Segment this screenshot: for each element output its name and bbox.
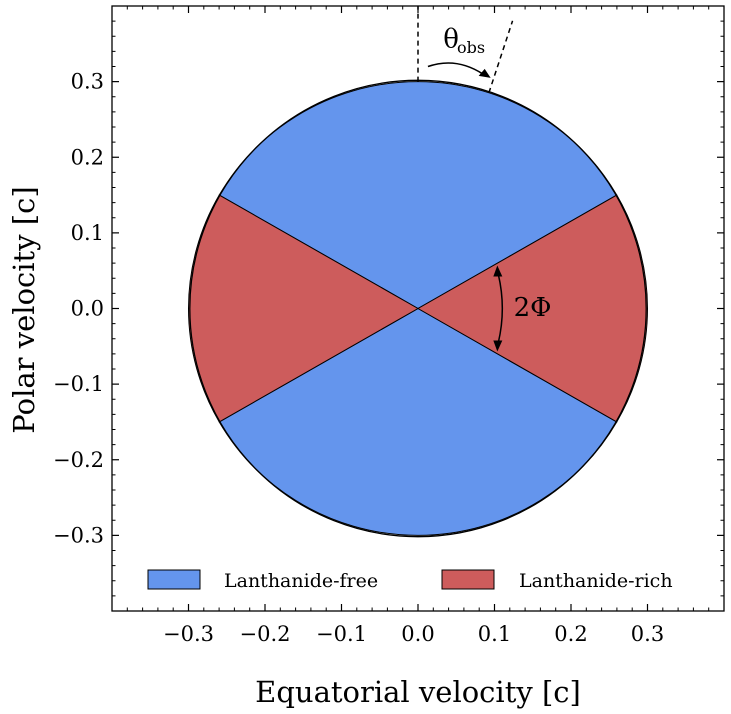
y-tick-label: −0.3 bbox=[53, 523, 104, 547]
x-axis-label: Equatorial velocity [c] bbox=[255, 675, 581, 709]
region-lanthanide-rich-right bbox=[416, 194, 648, 423]
ejecta-regions bbox=[188, 81, 648, 536]
opening-arrow-head-bottom bbox=[493, 340, 503, 352]
legend-label-lanthanide-rich: Lanthanide-rich bbox=[519, 570, 673, 592]
y-tick-label: 0.0 bbox=[71, 297, 104, 321]
legend-swatch-lanthanide-free bbox=[147, 569, 201, 590]
y-axis-label: Polar velocity [c] bbox=[7, 186, 41, 433]
opening-arrow-head-top bbox=[493, 265, 503, 277]
observer-angle-arc bbox=[427, 62, 484, 75]
observer-angle-subscript: obs bbox=[457, 38, 485, 57]
legend: Lanthanide-free Lanthanide-rich bbox=[147, 569, 673, 592]
observer-angle-label: θ bbox=[443, 25, 459, 55]
y-tick-label: 0.3 bbox=[71, 70, 104, 94]
opening-angle-label: 2Φ bbox=[514, 293, 552, 323]
x-tick-label: −0.3 bbox=[163, 622, 214, 646]
plot-frame bbox=[111, 5, 725, 612]
y-tick-label: 0.1 bbox=[71, 221, 104, 245]
observer-line bbox=[488, 20, 514, 93]
x-tick-label: −0.2 bbox=[240, 622, 291, 646]
observer-arrow-head bbox=[478, 68, 491, 78]
x-tick-label: 0.1 bbox=[478, 622, 511, 646]
y-tick-label: 0.2 bbox=[71, 145, 104, 169]
region-lanthanide-rich-left bbox=[188, 194, 420, 423]
x-tick-label: 0.2 bbox=[554, 622, 587, 646]
x-tick-label: 0.3 bbox=[631, 622, 664, 646]
legend-label-lanthanide-free: Lanthanide-free bbox=[224, 570, 378, 592]
y-tick-label: −0.2 bbox=[53, 448, 104, 472]
opening-angle-arc bbox=[497, 274, 504, 343]
legend-swatch-lanthanide-rich bbox=[441, 569, 495, 590]
y-tick-label: −0.1 bbox=[53, 372, 104, 396]
x-tick-label: −0.1 bbox=[316, 622, 367, 646]
x-tick-label: 0.0 bbox=[401, 622, 434, 646]
